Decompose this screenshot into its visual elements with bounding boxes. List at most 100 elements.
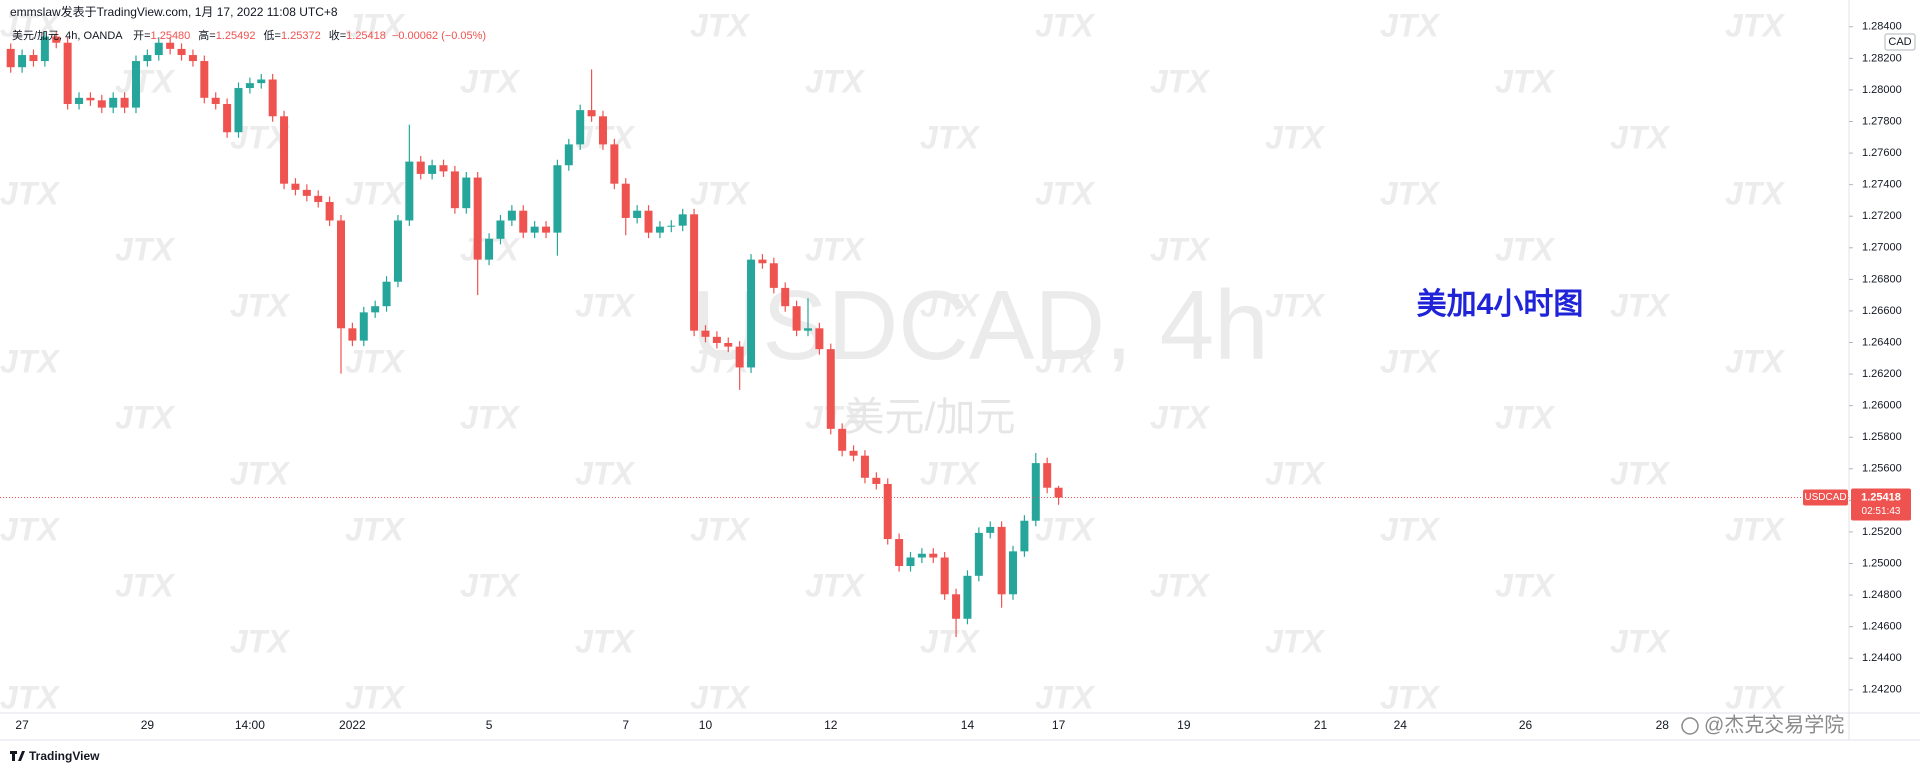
candle-body (18, 55, 27, 68)
tile-watermark: JTX (1725, 679, 1785, 715)
x-tick-label: 19 (1177, 718, 1191, 732)
legend-value: 1.25372 (281, 30, 321, 42)
candle-body (530, 226, 539, 233)
candle-body (667, 225, 676, 227)
tile-watermark: JTX (345, 511, 405, 547)
logo-part (12, 751, 15, 761)
tile-watermark: JTX (1150, 399, 1210, 435)
legend-title: 美元/加元, 4h, OANDA (12, 29, 123, 42)
y-tick-label: 1.25600 (1862, 463, 1902, 475)
tile-watermark: JTX (460, 399, 520, 435)
candle-body (6, 48, 15, 68)
tile-watermark: JTX (0, 175, 60, 211)
price-value: 1.25418 (1861, 491, 1901, 503)
symbol-box (1803, 489, 1848, 506)
candle-body (382, 281, 391, 307)
candle-body (1020, 520, 1029, 552)
candle-body (120, 97, 129, 108)
y-tick-label: 1.28200 (1862, 52, 1902, 64)
candle-body (997, 526, 1006, 595)
tile-watermark: JTX (805, 63, 865, 99)
tile-watermark: JTX (1150, 231, 1210, 267)
candle-body (895, 539, 904, 567)
candle-body (257, 79, 266, 84)
candle-body (52, 36, 61, 43)
candle-body (952, 594, 961, 619)
legend-label: 高= (198, 28, 215, 42)
tile-watermark: JTX (1610, 623, 1670, 659)
y-tick-label: 1.24400 (1862, 652, 1902, 664)
candle-body (245, 83, 254, 89)
x-tick-label: 21 (1314, 718, 1328, 732)
price-label: USDCAD 1.25418 02:51:43 (1803, 488, 1911, 521)
candle-body (906, 557, 915, 567)
publisher-note: emmslaw发表于TradingView.com, 1月 17, 2022 1… (10, 4, 338, 19)
tile-watermark: JTX (1725, 343, 1785, 379)
legend-label: 收= (329, 28, 346, 42)
candle-body (268, 79, 277, 117)
candle-body (872, 477, 881, 484)
legend-value: 1.25492 (216, 30, 256, 42)
candle-body (849, 450, 858, 456)
candle-body (986, 526, 995, 533)
legend-value: 1.25480 (151, 30, 191, 42)
y-tick-label: 1.24200 (1862, 684, 1902, 696)
tile-watermark: JTX (230, 287, 290, 323)
candle-body (393, 220, 402, 282)
candle-body (75, 97, 84, 104)
y-tick-label: 1.26200 (1862, 368, 1902, 380)
y-tick-label: 1.27200 (1862, 210, 1902, 222)
countdown: 02:51:43 (1862, 506, 1901, 517)
y-tick-label: 1.25800 (1862, 431, 1902, 443)
legend-label: 开= (133, 30, 150, 42)
candle-body (860, 455, 869, 478)
candle-body (200, 61, 209, 98)
candle-body (86, 97, 95, 101)
tile-watermark: JTX (805, 231, 865, 267)
candle-body (815, 328, 824, 350)
candle-body (792, 306, 801, 331)
x-tick-label: 29 (141, 718, 155, 732)
y-tick-label: 1.26400 (1862, 336, 1902, 348)
y-tick-label: 1.28400 (1862, 21, 1902, 33)
tile-watermark: JTX (345, 175, 405, 211)
tile-watermark: JTX (230, 623, 290, 659)
tile-watermark: JTX (460, 63, 520, 99)
candle-body (428, 165, 437, 174)
candle-body (758, 259, 767, 264)
candle-body (621, 183, 630, 218)
candle-body (1043, 463, 1052, 488)
candle-body (598, 116, 607, 145)
candle-body (371, 306, 380, 313)
candle-body (553, 165, 562, 233)
tile-watermark: JTX (690, 679, 750, 715)
tile-watermark: JTX (920, 623, 980, 659)
x-tick-label: 24 (1394, 718, 1408, 732)
candle-body (234, 88, 243, 133)
candle-body (633, 210, 642, 218)
x-tick-label: 14 (961, 718, 975, 732)
legend-change: −0.00062 (−0.05%) (392, 30, 486, 42)
tile-watermark: JTX (575, 455, 635, 491)
tile-watermark: JTX (0, 679, 60, 715)
candle-body (655, 226, 664, 233)
x-tick-label: 12 (824, 718, 838, 732)
tile-watermark: JTX (1495, 567, 1555, 603)
candle-body (63, 42, 72, 104)
candle-body (348, 328, 357, 341)
tile-watermark: JTX (1725, 7, 1785, 43)
tile-watermark: JTX (0, 343, 60, 379)
x-tick-label: 14:00 (235, 718, 265, 732)
tile-watermark: JTX (1265, 287, 1325, 323)
candle-body (929, 553, 938, 558)
candle-body (109, 97, 118, 108)
candle-body (314, 195, 323, 203)
x-tick-label: 28 (1656, 718, 1670, 732)
x-tick-label: 2022 (339, 718, 366, 732)
candle-body (940, 557, 949, 595)
tile-watermark: JTX (1495, 399, 1555, 435)
candle-body (576, 110, 585, 145)
currency-box (1884, 33, 1916, 51)
